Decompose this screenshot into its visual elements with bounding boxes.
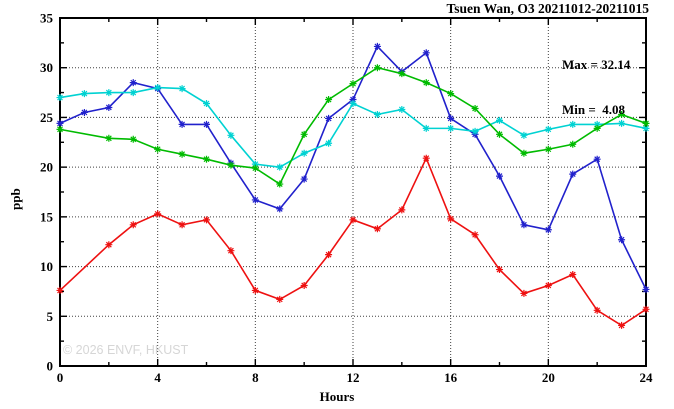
series-green	[56, 64, 650, 188]
x-tick-label: 24	[640, 370, 654, 385]
x-tick-label: 8	[252, 370, 259, 385]
series-cyan	[56, 84, 650, 171]
x-tick-labels: 0 4 8 12 16 20 24	[57, 370, 653, 385]
min-value-label: Min = 4.08	[562, 102, 626, 117]
maxmin-annotation: Max = 32.14 Min = 4.08	[562, 27, 630, 147]
plot-border	[59, 17, 647, 367]
watermark-text: © 2026 ENVF, HKUST	[63, 343, 189, 357]
series-red	[56, 154, 650, 329]
x-tick-label: 20	[542, 370, 555, 385]
x-tick-label: 0	[57, 370, 64, 385]
y-tick-labels: 0 5 10 15 20 25 30 35	[40, 11, 54, 374]
max-value-label: Max = 32.14	[562, 57, 631, 72]
series-line-green	[59, 66, 647, 186]
x-tick-label: 12	[347, 370, 360, 385]
chart-title: Tsuen Wan, O3 20211012-20211015	[446, 1, 649, 16]
series-markers-red	[56, 154, 650, 329]
series-markers-blue	[56, 42, 650, 293]
x-tick-label: 4	[154, 370, 161, 385]
x-axis-label: Hours	[319, 389, 355, 404]
series-markers-cyan	[56, 84, 650, 171]
y-tick-label: 20	[40, 160, 53, 175]
series-line-red	[59, 156, 647, 327]
y-tick-label: 35	[40, 11, 54, 26]
x-tick-label: 16	[444, 370, 458, 385]
y-tick-label: 0	[47, 359, 54, 374]
y-axis-label: ppb	[8, 188, 23, 210]
y-tick-label: 30	[40, 60, 53, 75]
series-markers-green	[56, 64, 650, 188]
y-tick-label: 10	[40, 259, 53, 274]
y-tick-label: 15	[40, 209, 54, 224]
gridlines	[60, 18, 646, 366]
y-tick-label: 5	[47, 309, 54, 324]
y-tick-label: 25	[40, 110, 54, 125]
